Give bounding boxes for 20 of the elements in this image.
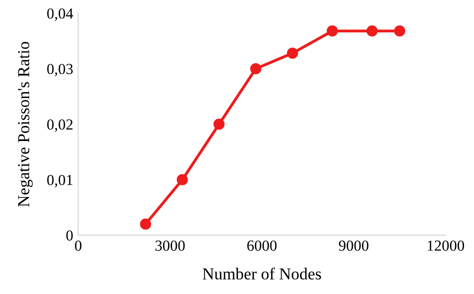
y-tick-label: 0,04 [47,8,74,21]
y-tick-label: 0 [66,230,73,241]
y-tick-label: 0,01 [47,174,72,188]
x-tick-label: 9000 [338,240,368,251]
point [176,174,188,186]
y-tick-label: 0,02 [47,119,73,132]
point [326,25,338,37]
point [213,118,225,130]
point [394,25,406,37]
y-axis-title: Negative Poisson's Ratio [18,42,33,207]
x-tick-label: 6000 [247,240,277,251]
point [366,25,378,37]
x-tick-label: 12000 [428,240,464,251]
x-tick-label: 3000 [156,240,185,251]
point [286,48,298,59]
point [250,63,262,74]
point [140,218,152,230]
y-tick-label: 0,03 [47,64,73,76]
x-axis-title: Number of Nodes [202,268,321,280]
x-tick-label: 0 [74,240,82,251]
